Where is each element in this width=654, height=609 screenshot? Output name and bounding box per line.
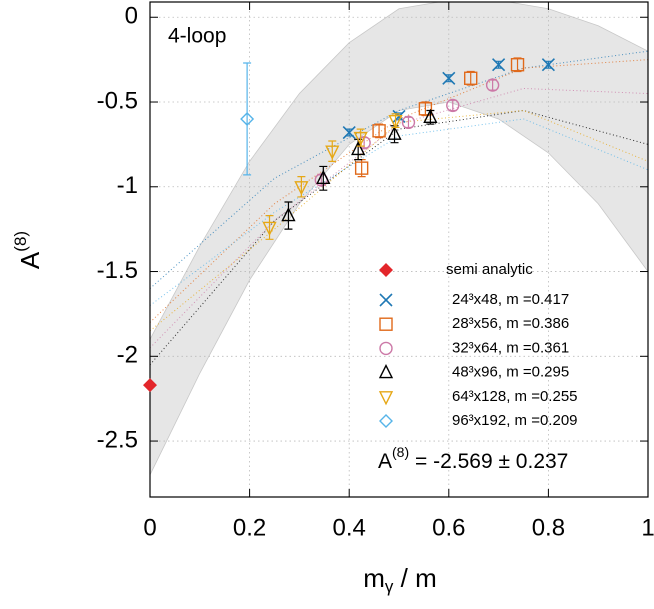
error-bar [375, 123, 384, 139]
x-label-rest: / m [393, 563, 436, 593]
y-tick-label: -1 [117, 172, 138, 199]
x-axis-label: mγ / m [363, 563, 437, 597]
legend-label: 64³x128, m =0.255 [452, 388, 578, 405]
marker [354, 161, 369, 175]
marker [143, 378, 157, 393]
legend-marker [378, 391, 394, 406]
x-tick-label: 0.8 [532, 514, 565, 541]
legend-marker [379, 341, 393, 356]
y-tick-label: -1.5 [97, 257, 138, 284]
x-tick-label: 1 [641, 514, 654, 541]
legend-label: 96³x192, m =0.209 [452, 412, 578, 429]
x-tick-label: 0.6 [432, 514, 465, 541]
marker [388, 114, 403, 130]
x-tick-label: 0.4 [333, 514, 366, 541]
legend-label: 48³x96, m =0.295 [452, 364, 569, 381]
x-tick-label: 0.2 [233, 514, 266, 541]
result-annotation: A(8) = -2.569 ± 0.237 [378, 444, 568, 473]
result-sup: (8) [392, 444, 409, 460]
error-bar [513, 57, 522, 73]
marker [316, 169, 331, 185]
legend-label: 28³x56, m =0.386 [452, 315, 569, 332]
marker [423, 108, 438, 123]
fit-band [150, 2, 648, 476]
x-label-sub: γ [385, 577, 394, 596]
annotation: 4-loop [168, 25, 226, 48]
marker [446, 98, 460, 113]
y-tick-label: -2 [117, 342, 138, 369]
legend-marker [378, 364, 394, 379]
marker [541, 58, 555, 72]
error-bar [284, 201, 293, 230]
y-label-sup: (8) [11, 231, 30, 252]
marker [418, 102, 433, 116]
result-rest: = -2.569 ± 0.237 [409, 450, 568, 473]
error-bar [404, 116, 413, 129]
marker [492, 58, 506, 72]
marker [485, 78, 500, 92]
marker [351, 140, 366, 156]
plot-frame [149, 1, 649, 498]
y-tick-label: 0 [125, 3, 138, 30]
legend-marker [379, 263, 393, 277]
marker [372, 124, 386, 138]
marker [387, 125, 402, 140]
legend-marker [379, 293, 393, 307]
y-label-base: A [15, 251, 45, 269]
y-tick-label: -0.5 [97, 87, 138, 114]
x-label-base: m [363, 563, 385, 593]
result-base: A [378, 450, 392, 473]
marker [240, 111, 255, 126]
marker [325, 145, 340, 160]
legend-marker [379, 414, 393, 428]
y-axis-label: A(8) [11, 231, 44, 269]
marker [464, 71, 478, 85]
fit-line [150, 109, 648, 366]
marker [294, 181, 309, 196]
marker [353, 131, 368, 147]
marker [281, 207, 296, 222]
marker [401, 115, 416, 130]
y-tick-label: -2.5 [97, 426, 138, 453]
marker [342, 125, 356, 140]
legend-marker [379, 317, 393, 331]
marker [262, 221, 277, 237]
fit-line [150, 50, 648, 289]
error-bar [466, 70, 475, 86]
marker [510, 58, 525, 72]
legend-label: semi analytic [446, 261, 533, 278]
x-tick-label: 0 [143, 514, 156, 541]
legend-label: 32³x64, m =0.361 [452, 339, 569, 356]
marker [442, 71, 456, 85]
legend-label: 24³x48, m =0.417 [452, 291, 569, 308]
error-bar [243, 62, 252, 176]
